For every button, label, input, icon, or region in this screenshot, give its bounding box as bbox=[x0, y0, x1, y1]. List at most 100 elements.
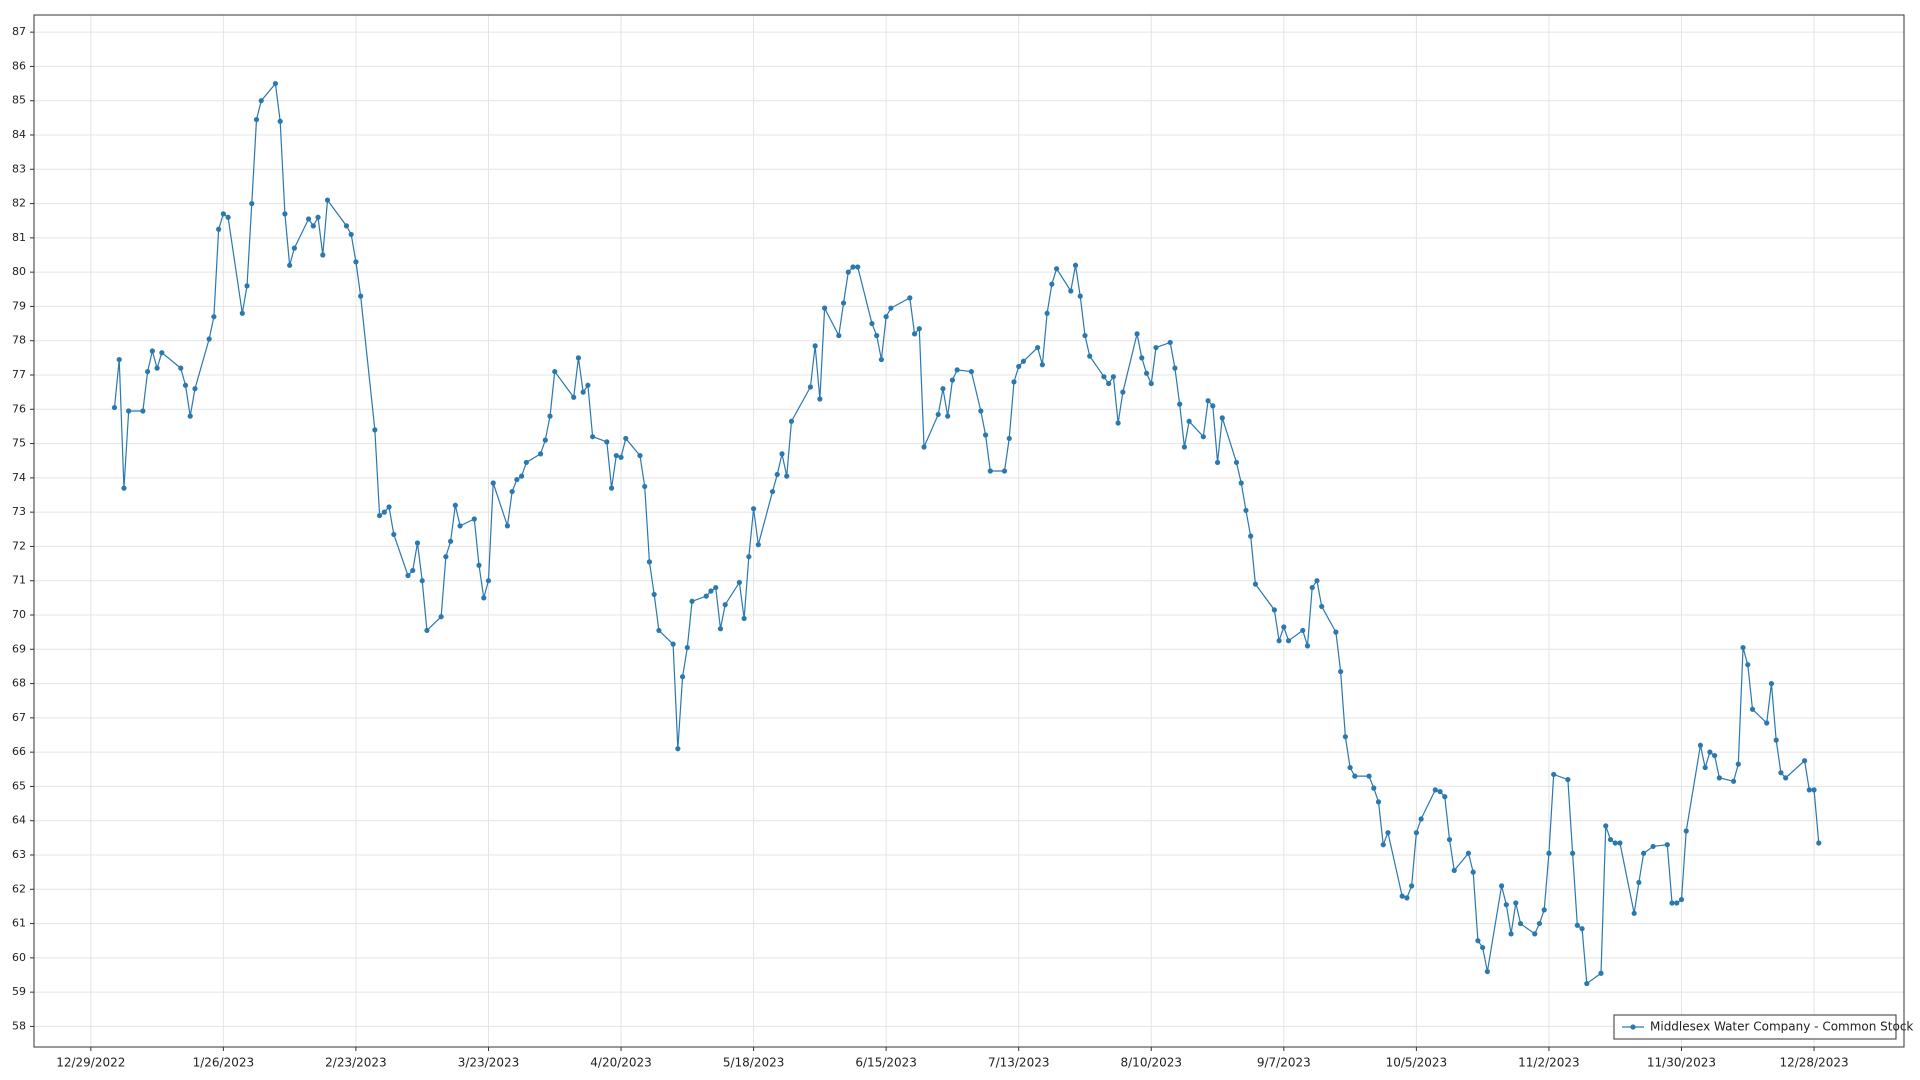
data-point bbox=[954, 367, 960, 373]
data-point bbox=[1300, 627, 1306, 634]
data-point bbox=[239, 310, 245, 316]
y-tick-label: 70 bbox=[12, 608, 26, 621]
data-point bbox=[1068, 288, 1074, 294]
data-point bbox=[216, 226, 222, 232]
y-tick-label: 78 bbox=[12, 334, 26, 347]
data-point bbox=[410, 567, 416, 574]
y-tick-label: 58 bbox=[12, 1019, 26, 1032]
x-tick-label: 10/5/2023 bbox=[1386, 1056, 1448, 1070]
data-point bbox=[405, 572, 411, 579]
data-point bbox=[1167, 339, 1173, 346]
data-point bbox=[916, 326, 922, 332]
data-point bbox=[850, 264, 856, 270]
data-point bbox=[552, 368, 558, 375]
data-point bbox=[1219, 415, 1225, 421]
data-point bbox=[476, 562, 482, 568]
data-point bbox=[452, 502, 458, 508]
data-point bbox=[1214, 459, 1221, 466]
data-point bbox=[1252, 581, 1259, 587]
data-point bbox=[1233, 459, 1240, 466]
data-point bbox=[519, 473, 525, 479]
data-point bbox=[1101, 374, 1107, 380]
x-tick-label: 12/28/2023 bbox=[1779, 1056, 1848, 1070]
data-point bbox=[1674, 900, 1680, 906]
data-point bbox=[485, 578, 492, 584]
data-point bbox=[717, 626, 724, 632]
data-point bbox=[1333, 629, 1339, 635]
data-point bbox=[708, 588, 714, 594]
data-point bbox=[1210, 403, 1216, 409]
data-point bbox=[1749, 706, 1756, 712]
data-point bbox=[1371, 785, 1377, 791]
data-point bbox=[646, 559, 653, 565]
data-point bbox=[945, 413, 951, 419]
data-point bbox=[779, 451, 785, 457]
y-tick-label: 86 bbox=[12, 59, 26, 72]
data-point bbox=[1148, 380, 1154, 387]
legend-box bbox=[1613, 1014, 1897, 1040]
y-tick-label: 79 bbox=[12, 299, 26, 312]
data-point bbox=[1513, 900, 1519, 906]
data-point bbox=[1730, 778, 1737, 784]
data-point bbox=[1584, 980, 1590, 987]
data-point bbox=[1177, 401, 1183, 407]
data-point bbox=[140, 408, 146, 414]
y-tick-label: 83 bbox=[12, 162, 26, 175]
data-point bbox=[978, 408, 984, 414]
data-point bbox=[1205, 398, 1211, 404]
data-point bbox=[1641, 850, 1647, 856]
y-tick-label: 65 bbox=[12, 779, 26, 792]
data-point bbox=[121, 485, 127, 491]
y-tick-label: 84 bbox=[12, 128, 26, 141]
data-point bbox=[855, 264, 861, 270]
data-point bbox=[888, 305, 894, 311]
data-point bbox=[608, 485, 615, 491]
data-point bbox=[675, 746, 681, 752]
data-point bbox=[1678, 896, 1685, 903]
data-point bbox=[1603, 823, 1609, 829]
data-point bbox=[149, 348, 155, 354]
y-tick-label: 85 bbox=[12, 94, 26, 107]
x-tick-label: 5/18/2023 bbox=[723, 1056, 785, 1070]
data-point bbox=[1006, 435, 1012, 442]
data-point bbox=[1683, 828, 1689, 834]
data-point bbox=[1143, 370, 1150, 376]
data-point bbox=[713, 584, 719, 591]
data-point bbox=[1200, 434, 1206, 440]
x-tick-label: 3/23/2023 bbox=[458, 1056, 520, 1070]
y-tick-label: 62 bbox=[12, 882, 26, 895]
data-point bbox=[1134, 331, 1140, 337]
x-tick-label: 11/30/2023 bbox=[1647, 1056, 1716, 1070]
data-point bbox=[1579, 926, 1585, 932]
data-point bbox=[253, 116, 260, 123]
y-tick-label: 76 bbox=[12, 402, 26, 415]
x-tick-label: 8/10/2023 bbox=[1121, 1056, 1183, 1070]
data-point bbox=[874, 332, 880, 339]
data-point bbox=[580, 389, 586, 395]
data-point bbox=[604, 439, 610, 445]
data-point bbox=[542, 437, 548, 443]
data-point bbox=[769, 488, 776, 495]
data-point bbox=[145, 368, 151, 375]
data-point bbox=[935, 411, 941, 418]
data-point bbox=[623, 435, 629, 442]
data-point bbox=[684, 644, 690, 651]
data-point bbox=[386, 504, 392, 510]
data-point bbox=[1409, 883, 1415, 889]
y-tick-label: 67 bbox=[12, 711, 26, 724]
data-point bbox=[746, 554, 752, 560]
data-point bbox=[1039, 362, 1045, 368]
data-point bbox=[1399, 893, 1405, 899]
data-point bbox=[1508, 931, 1514, 937]
legend: Middlesex Water Company - Common Stock bbox=[1613, 1014, 1913, 1040]
data-point bbox=[755, 542, 761, 548]
data-point bbox=[869, 320, 875, 327]
data-point bbox=[438, 614, 444, 620]
data-point bbox=[206, 336, 212, 342]
data-point bbox=[878, 356, 885, 363]
data-point bbox=[116, 356, 122, 363]
data-point bbox=[575, 355, 582, 361]
data-point bbox=[722, 602, 728, 608]
data-point bbox=[424, 627, 430, 634]
